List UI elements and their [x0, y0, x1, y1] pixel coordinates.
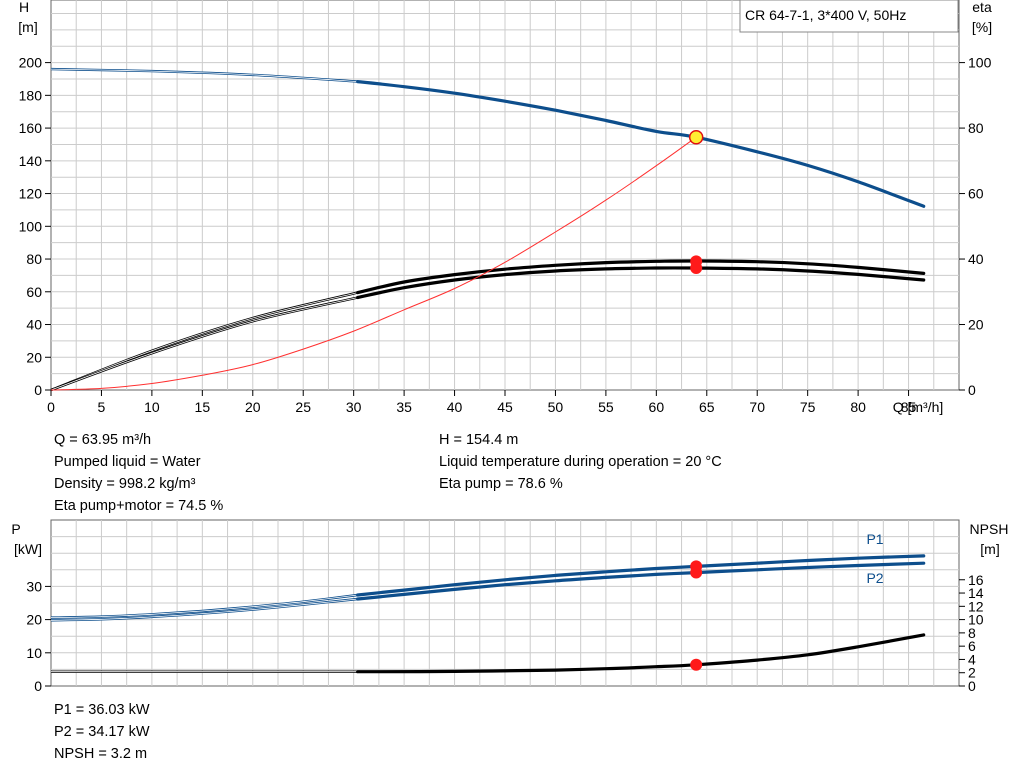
y-axis-title-left: P	[11, 521, 20, 537]
series-line-h	[356, 80, 926, 208]
y-tick-label-right: 20	[968, 317, 984, 333]
y-tick-label-left: 100	[19, 218, 43, 234]
y-tick-label-left: 160	[19, 120, 43, 136]
y-tick-label-left: 120	[19, 186, 43, 202]
y-tick-label-left: 40	[26, 317, 42, 333]
info-block-right: H = 154.4 m Liquid temperature during op…	[439, 429, 722, 495]
x-tick-label: 75	[800, 399, 816, 415]
x-tick-label: 45	[497, 399, 513, 415]
series-line-eta-pump-motor-extrapolated-inner	[50, 297, 358, 391]
info-eta-pump-motor: Eta pump+motor = 74.5 %	[54, 498, 224, 514]
series-line-npsh	[356, 633, 926, 674]
y-tick-label-right: 6	[968, 638, 976, 654]
y-tick-label-right: 0	[968, 678, 976, 694]
info-eta-pump: Eta pump = 78.6 %	[439, 476, 563, 492]
y-tick-label-right: 4	[968, 651, 976, 667]
x-tick-label: 85	[901, 399, 917, 415]
y-tick-label-right: 16	[968, 572, 984, 588]
x-tick-label: 30	[346, 399, 362, 415]
operating-point-head	[688, 129, 704, 145]
x-tick-label: 50	[548, 399, 564, 415]
y-tick-label-right: 8	[968, 625, 976, 641]
plot-panel-1	[45, 0, 965, 391]
y-tick-label-right: 40	[968, 251, 984, 267]
y-tick-label-left: 20	[26, 612, 42, 628]
x-tick-label: 55	[598, 399, 614, 415]
series-label-p2: P2	[866, 570, 883, 586]
y-tick-label-left: 0	[34, 678, 42, 694]
info-p2: P2 = 34.17 kW	[54, 724, 150, 740]
y-tick-label-left: 180	[19, 87, 43, 103]
series-line-p1-extrapolated-inner	[50, 594, 358, 618]
x-tick-label: 65	[699, 399, 715, 415]
y-axis-unit-right: [m]	[980, 541, 999, 557]
x-tick-label: 0	[47, 399, 55, 415]
y-axis-unit-right: [%]	[972, 19, 992, 35]
y-tick-label-right: 60	[968, 186, 984, 202]
info-npsh: NPSH = 3.2 m	[54, 746, 148, 762]
model-title-text: CR 64-7-1, 3*400 V, 50Hz	[745, 7, 906, 23]
y-axis-title-left: H	[19, 0, 29, 15]
operating-point-npsh	[690, 658, 703, 671]
series-line-system-curve	[50, 136, 697, 391]
info-block-left: Q = 63.95 m³/h Pumped liquid = Water Den…	[54, 429, 223, 517]
x-tick-label: 10	[144, 399, 160, 415]
y-tick-label-right: 80	[968, 120, 984, 136]
plot-panel-2	[45, 519, 965, 687]
x-tick-label: 70	[749, 399, 765, 415]
x-tick-label: 80	[850, 399, 866, 415]
info-pumped-liquid: Pumped liquid = Water	[54, 454, 201, 470]
series-line-h-extrapolated-inner	[50, 68, 358, 82]
info-head: H = 154.4 m	[439, 432, 519, 448]
series-line-eta-pump-motor	[356, 266, 926, 300]
y-tick-label-left: 30	[26, 578, 42, 594]
y-tick-label-left: 140	[19, 153, 43, 169]
x-tick-label: 5	[98, 399, 106, 415]
y-tick-label-right: 2	[968, 665, 976, 681]
x-tick-label: 15	[195, 399, 211, 415]
operating-point-p2	[690, 566, 703, 579]
y-tick-label-left: 80	[26, 251, 42, 267]
info-block-bottom: P1 = 36.03 kW P2 = 34.17 kW NPSH = 3.2 m	[54, 699, 150, 765]
x-tick-label: 40	[447, 399, 463, 415]
series-line-p2	[356, 561, 926, 601]
info-liquid-temperature: Liquid temperature during operation = 20…	[439, 454, 722, 470]
x-tick-label: 60	[649, 399, 665, 415]
operating-point-eta-pump-motor	[690, 262, 703, 275]
y-tick-label-right: 10	[968, 612, 984, 628]
series-line-p1	[356, 554, 926, 597]
y-tick-label-left: 10	[26, 645, 42, 661]
y-tick-label-right: 0	[968, 382, 976, 398]
y-tick-label-left: 20	[26, 349, 42, 365]
info-p1: P1 = 36.03 kW	[54, 702, 150, 718]
y-tick-label-left: 60	[26, 284, 42, 300]
y-tick-label-right: 100	[968, 55, 992, 71]
x-tick-label: 35	[396, 399, 412, 415]
y-tick-label-right: 14	[968, 585, 984, 601]
y-axis-unit-left: [m]	[18, 19, 37, 35]
info-density: Density = 998.2 kg/m³	[54, 476, 196, 492]
x-tick-label: 20	[245, 399, 261, 415]
series-label-p1: P1	[866, 531, 883, 547]
y-tick-label-left: 0	[34, 382, 42, 398]
y-axis-title-right: eta	[972, 0, 992, 15]
series-line-eta-pump	[356, 259, 926, 295]
model-title-box	[739, 0, 959, 33]
x-axis-title: Q [m³/h]	[893, 399, 944, 415]
y-tick-label-right: 12	[968, 598, 984, 614]
info-flow: Q = 63.95 m³/h	[54, 432, 152, 448]
y-tick-label-left: 200	[19, 55, 43, 71]
y-axis-unit-left: [kW]	[14, 541, 42, 557]
x-tick-label: 25	[295, 399, 311, 415]
y-axis-title-right: NPSH	[970, 521, 1009, 537]
series-line-p2-extrapolated-inner	[50, 598, 358, 621]
